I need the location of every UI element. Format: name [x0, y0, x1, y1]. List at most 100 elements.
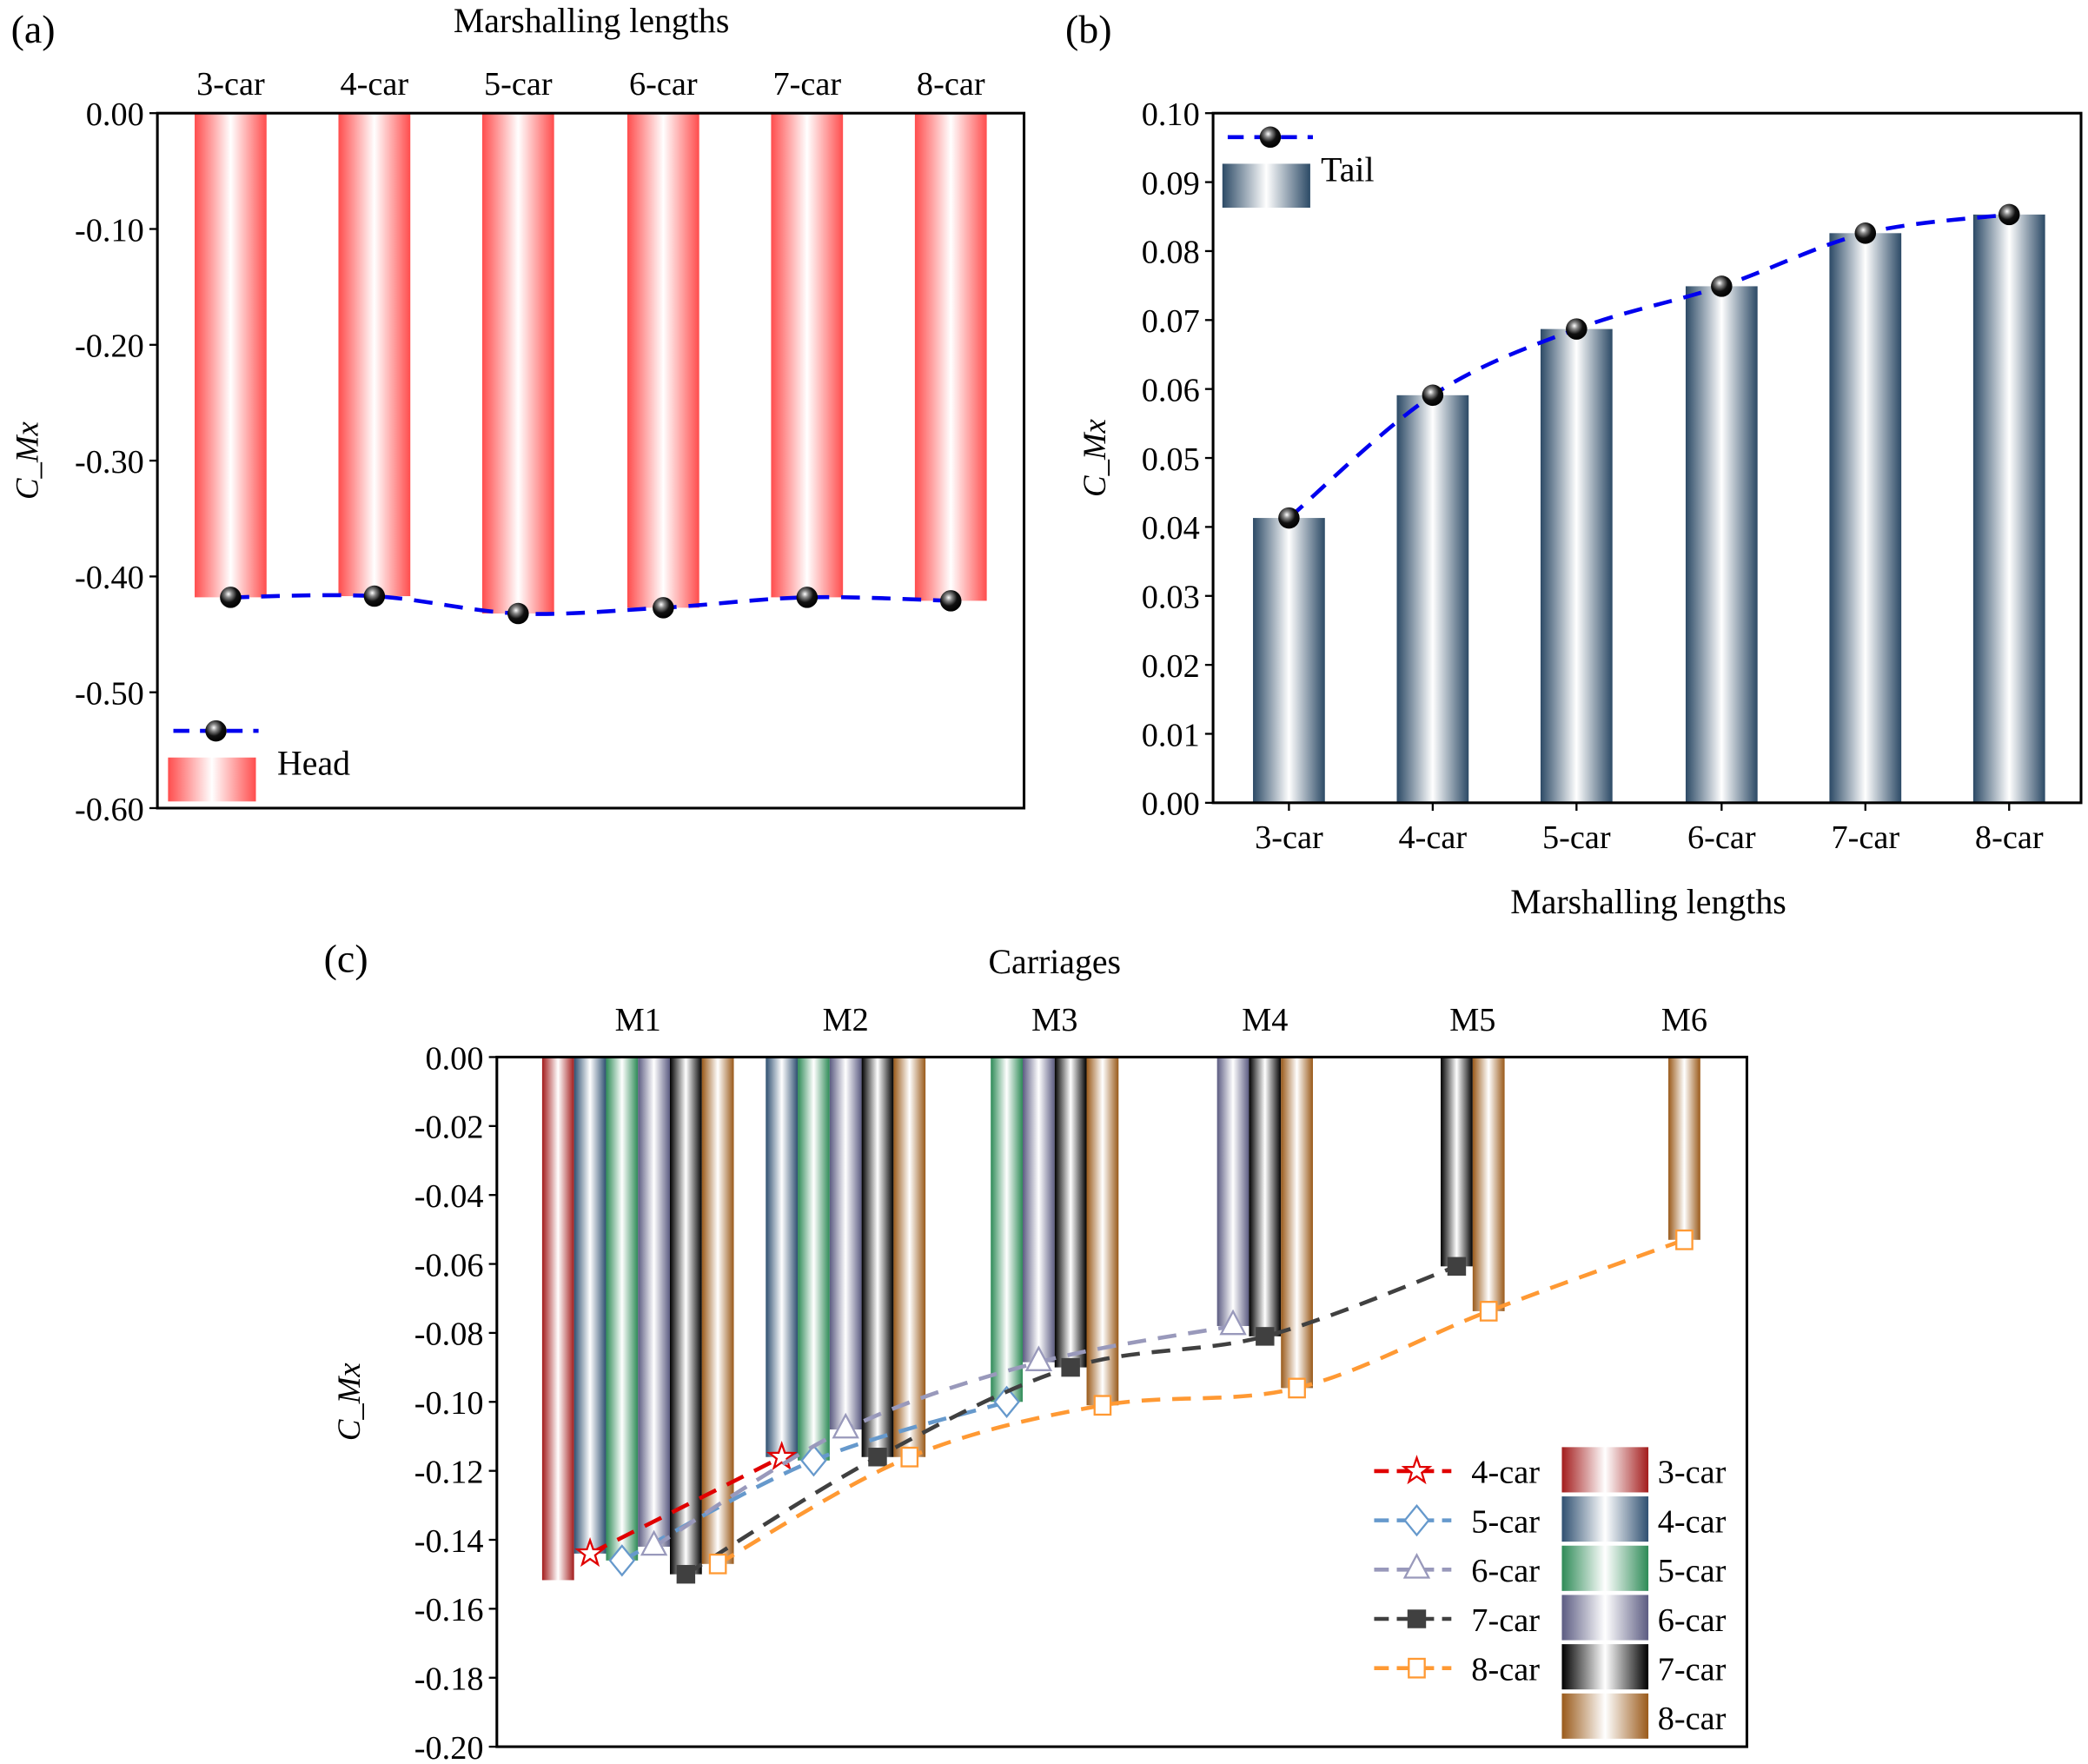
panel-b-tail-chart: (b) Marshalling lengths C_Mx Tail 0.00 0.…: [1065, 7, 2083, 921]
legend-bar-label: 8-car: [1658, 1701, 1727, 1737]
bar-8-car: [914, 113, 987, 601]
marker-8-car: [1093, 1395, 1112, 1416]
x-tick-label: 4-car: [341, 66, 409, 103]
legend-bar-label: 6-car: [1658, 1602, 1727, 1639]
plot-frame: [1211, 111, 2083, 805]
marker-4-car: [766, 1440, 798, 1470]
bar-M1-3-car: [541, 1057, 574, 1581]
x-tick-label: 7-car: [1831, 819, 1899, 856]
sphere-marker: [939, 590, 962, 612]
marker-6-car: [640, 1529, 668, 1556]
legend-bar-label: 3-car: [1658, 1455, 1727, 1491]
sphere-marker: [653, 597, 674, 619]
legend-marker: [1401, 1455, 1433, 1485]
line-8-car: [717, 1237, 1686, 1566]
line-6-car: [653, 1323, 1234, 1548]
bar-M2-5-car: [798, 1057, 830, 1461]
y-tick-label: 0.04: [1142, 510, 1200, 547]
bar-M3-8-car: [1086, 1057, 1119, 1406]
legend-sphere-marker: [205, 720, 227, 742]
bar-M1-5-car: [606, 1057, 639, 1561]
panel-c-xlabel: Carriages: [988, 943, 1121, 981]
bar-6-car: [626, 113, 699, 608]
marker-4-car: [574, 1537, 606, 1568]
plot-frame: [156, 111, 1026, 810]
marker-7-car: [676, 1564, 696, 1584]
sphere-marker: [1854, 222, 1877, 244]
bar-M1-4-car: [573, 1057, 607, 1554]
x-tick-label: M3: [1031, 1002, 1077, 1038]
y-tick-label: -0.16: [414, 1592, 484, 1628]
panel-b-legend-label: Tail: [1321, 150, 1374, 189]
marker-6-car: [832, 1412, 859, 1439]
bar-M1-8-car: [701, 1057, 734, 1564]
x-tick-label: 5-car: [484, 66, 553, 103]
bar-M6-8-car: [1668, 1057, 1700, 1240]
y-tick-label: -0.10: [75, 212, 144, 249]
panel-c-carriage-chart: (c) Carriages C_Mx M1 M2 M3 M4 M5 M6 0.00 -0.02…: [324, 936, 1748, 1764]
bar-4-car: [338, 113, 411, 597]
bar-4-car: [1396, 395, 1469, 803]
y-tick-label: 0.00: [425, 1040, 483, 1077]
y-tick-label: 0.00: [86, 96, 144, 133]
legend-marker: [1402, 1553, 1431, 1579]
bar-M2-8-car: [893, 1057, 926, 1457]
legend-bar-swatch: [1561, 1644, 1649, 1690]
y-tick-label: 0.08: [1142, 235, 1200, 271]
sphere-marker: [1422, 384, 1444, 407]
legend-bar-swatch: [1561, 1595, 1649, 1641]
legend-marker: [1407, 1609, 1427, 1628]
x-tick-label: 6-car: [629, 66, 698, 103]
legend-bar-label: 4-car: [1658, 1503, 1727, 1540]
x-tick-label: 5-car: [1542, 819, 1611, 856]
bar-5-car: [481, 113, 554, 614]
panel-c-label: (c): [324, 936, 368, 980]
bar-M5-8-car: [1472, 1057, 1505, 1311]
bar-M2-6-car: [829, 1057, 862, 1430]
bar-M4-7-car: [1249, 1057, 1282, 1336]
sphere-marker: [1566, 318, 1588, 340]
y-tick-label: 0.06: [1142, 372, 1200, 408]
legend-line-label: 5-car: [1471, 1503, 1540, 1540]
sphere-marker: [220, 587, 242, 608]
bar-M3-5-car: [991, 1057, 1023, 1403]
legend-bar-label: 7-car: [1658, 1651, 1727, 1688]
marker-7-car: [1256, 1327, 1275, 1346]
sphere-marker: [1998, 203, 2020, 226]
marker-5-car: [608, 1544, 636, 1577]
bar-M4-6-car: [1216, 1057, 1249, 1326]
y-tick-label: 0.00: [1142, 786, 1200, 823]
panel-a-legend-label: Head: [277, 745, 350, 783]
y-tick-label: 0.09: [1142, 165, 1200, 202]
bar-3-car: [195, 113, 267, 598]
y-tick-label: -0.14: [414, 1523, 484, 1560]
y-tick-label: -0.40: [75, 560, 144, 596]
panel-b-xlabel: Marshalling lengths: [1510, 883, 1786, 921]
x-tick-label: 4-car: [1399, 819, 1468, 856]
y-tick-label: -0.10: [414, 1385, 484, 1422]
bar-3-car: [1253, 518, 1325, 803]
legend-bar-swatch: [1561, 1496, 1649, 1542]
marker-8-car: [900, 1446, 919, 1468]
y-tick-label: 0.01: [1142, 717, 1200, 753]
legend-line-label: 6-car: [1471, 1553, 1540, 1589]
trend-line: [230, 593, 951, 616]
legend-bar-swatch: [1561, 1447, 1649, 1493]
y-tick-label: -0.08: [414, 1316, 484, 1353]
bar-M3-6-car: [1022, 1057, 1055, 1363]
y-tick-label: 0.07: [1142, 303, 1200, 340]
y-tick-label: -0.20: [75, 328, 144, 365]
sphere-marker: [796, 587, 819, 608]
bar-6-car: [1685, 286, 1758, 803]
panel-b-label: (b): [1065, 7, 1112, 51]
bar-8-car: [1972, 214, 2045, 803]
marker-5-car: [993, 1385, 1020, 1418]
marker-7-car: [1061, 1357, 1080, 1377]
legend-bar-swatch: [1561, 1693, 1649, 1739]
marker-8-car: [1675, 1229, 1694, 1250]
y-tick-label: 0.03: [1142, 580, 1200, 616]
legend-marker: [1408, 1657, 1426, 1679]
y-tick-label: -0.06: [414, 1247, 484, 1283]
y-tick-label: 0.02: [1142, 648, 1200, 685]
